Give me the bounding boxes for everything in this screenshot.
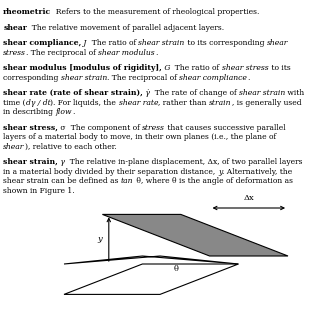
Text: . The reciprocal of: . The reciprocal of [26,49,98,57]
Text: in describing: in describing [3,108,56,116]
Text: shear: shear [3,143,25,151]
Text: shear modulus: shear modulus [98,49,155,57]
Text: tan: tan [121,177,133,185]
Text: shear strain,: shear strain, [3,158,58,166]
Polygon shape [102,214,288,256]
Text: corresponding: corresponding [3,74,61,82]
Text: θ, where θ is the angle of deformation as: θ, where θ is the angle of deformation a… [133,177,292,185]
Text: The component of: The component of [66,124,142,132]
Text: with: with [285,89,304,97]
Text: .: . [72,108,75,116]
Text: The ratio of: The ratio of [87,39,139,47]
Text: . Alternatively, the: . Alternatively, the [222,168,292,176]
Text: to its corresponding: to its corresponding [185,39,267,47]
Text: flow: flow [56,108,72,116]
Text: γ: γ [58,158,65,166]
Text: strain: strain [209,99,232,107]
Text: The rate of change of: The rate of change of [150,89,239,97]
Text: rheometric: rheometric [3,8,51,16]
Text: .: . [155,49,157,57]
Text: The relative movement of parallel adjacent layers.: The relative movement of parallel adjace… [27,24,224,32]
Text: dγ / dt: dγ / dt [26,99,51,107]
Text: y: y [218,168,222,176]
Text: .: . [247,74,250,82]
Text: γ̇: γ̇ [143,89,150,97]
Text: , is generally used: , is generally used [232,99,301,107]
Text: that causes successive parallel: that causes successive parallel [165,124,285,132]
Text: Refers to the measurement of rheological properties.: Refers to the measurement of rheological… [51,8,260,16]
Text: time (: time ( [3,99,26,107]
Text: stress: stress [3,49,26,57]
Text: shear compliance: shear compliance [180,74,247,82]
Text: shear: shear [3,24,27,32]
Text: shear strain can be defined as: shear strain can be defined as [3,177,121,185]
Text: θ: θ [173,265,179,273]
Polygon shape [64,264,238,294]
Text: G: G [162,64,171,72]
Text: layers of a material body to move, in their own planes (i.e., the plane of: layers of a material body to move, in th… [3,133,276,141]
Text: . The reciprocal of: . The reciprocal of [107,74,180,82]
Text: , rather than: , rather than [158,99,209,107]
Text: shear rate: shear rate [119,99,158,107]
Text: y: y [97,235,101,243]
Text: shear: shear [267,39,288,47]
Polygon shape [64,256,238,264]
Text: shear rate (rate of shear strain),: shear rate (rate of shear strain), [3,89,143,97]
Text: shear stress: shear stress [222,64,269,72]
Text: shear strain: shear strain [139,39,185,47]
Text: ), relative to each other.: ), relative to each other. [25,143,116,151]
Text: shear compliance,: shear compliance, [3,39,82,47]
Text: shown in Figure 1.: shown in Figure 1. [3,187,75,195]
Text: The relative in-plane displacement, Δx, of two parallel layers: The relative in-plane displacement, Δx, … [65,158,302,166]
Text: The ratio of: The ratio of [171,64,222,72]
Text: σ: σ [58,124,66,132]
Text: in a material body divided by their separation distance,: in a material body divided by their sepa… [3,168,218,176]
Text: stress: stress [142,124,165,132]
Text: shear strain: shear strain [239,89,285,97]
Text: shear strain: shear strain [61,74,107,82]
Text: shear modulus [modulus of rigidity],: shear modulus [modulus of rigidity], [3,64,162,72]
Text: J: J [82,39,87,47]
Text: Δx: Δx [244,194,254,202]
Text: shear stress,: shear stress, [3,124,58,132]
Text: to its: to its [269,64,291,72]
Text: ). For liquids, the: ). For liquids, the [51,99,119,107]
